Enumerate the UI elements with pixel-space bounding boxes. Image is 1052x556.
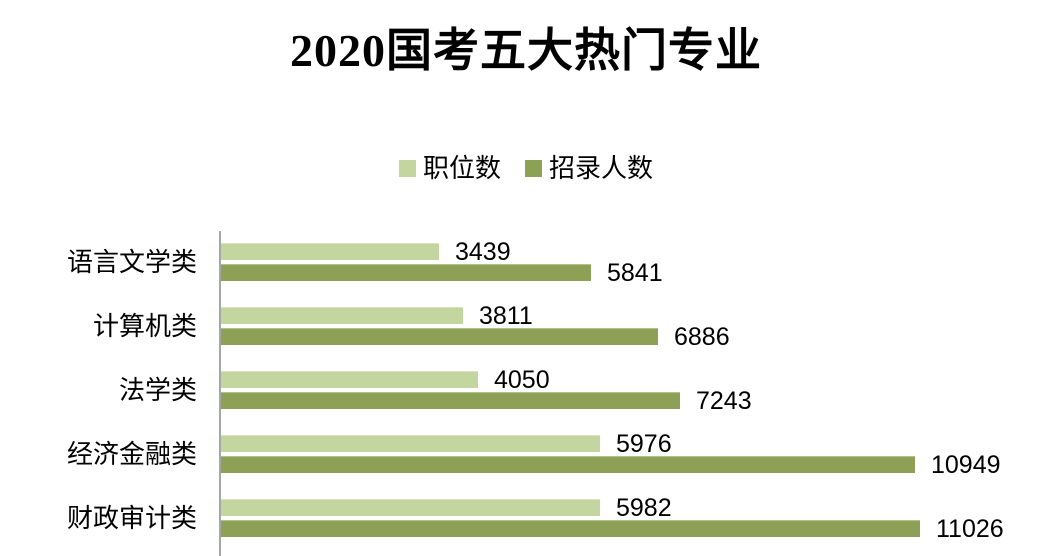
category-axis-labels: 语言文学类计算机类法学类经济金融类财政审计类 [0, 231, 197, 556]
value-label: 3811 [479, 302, 533, 330]
value-label: 10949 [931, 451, 1001, 479]
value-label: 5976 [616, 430, 672, 458]
chart-title: 2020国考五大热门专业 [290, 25, 762, 76]
plot-area: 语言文学类计算机类法学类经济金融类财政审计类 3439 5841 3811 6886 4… [0, 231, 1052, 556]
category-label: 法学类 [118, 375, 197, 405]
category-label: 财政审计类 [66, 503, 197, 533]
bar [221, 456, 915, 473]
bar [221, 307, 463, 324]
bar [221, 264, 591, 281]
legend-swatch-icon [525, 159, 542, 177]
value-label: 5982 [616, 494, 672, 522]
value-label: 3439 [455, 238, 511, 266]
bar [221, 520, 920, 537]
bar [221, 243, 439, 260]
value-label: 6886 [674, 323, 730, 351]
legend-item: 职位数 [398, 153, 501, 183]
bar [221, 499, 600, 516]
category-label: 经济金融类 [66, 439, 197, 469]
value-label: 11026 [936, 515, 1004, 543]
legend-label: 招录人数 [549, 153, 654, 183]
value-label: 7243 [696, 387, 752, 415]
chart-legend: 职位数 招录人数 [0, 155, 1052, 181]
value-label: 5841 [607, 259, 663, 287]
legend-label: 职位数 [422, 153, 501, 183]
bar [221, 435, 600, 452]
bar [221, 371, 478, 388]
value-label: 4050 [494, 366, 550, 394]
bar [221, 328, 658, 345]
legend-item: 招录人数 [525, 155, 653, 181]
bars-region: 3439 5841 3811 6886 4050 7243 5976 10949 5982 110… [219, 231, 1052, 556]
category-label: 语言文学类 [66, 247, 197, 277]
legend-swatch-icon [398, 159, 416, 177]
bar [221, 392, 680, 409]
category-label: 计算机类 [92, 311, 197, 341]
